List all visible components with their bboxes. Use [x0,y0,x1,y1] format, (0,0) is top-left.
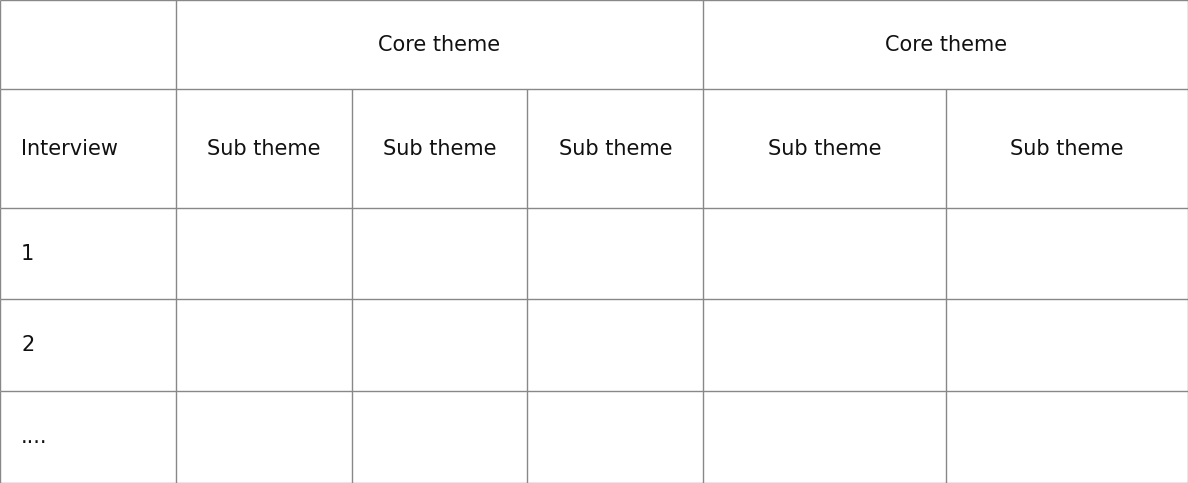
Text: 1: 1 [21,243,34,264]
Text: Sub theme: Sub theme [767,139,881,158]
Text: Core theme: Core theme [885,35,1006,55]
Text: Interview: Interview [21,139,118,158]
Text: 2: 2 [21,335,34,355]
Text: Sub theme: Sub theme [207,139,321,158]
Text: ....: .... [21,427,48,447]
Text: Sub theme: Sub theme [558,139,672,158]
Text: Core theme: Core theme [379,35,500,55]
Text: Sub theme: Sub theme [383,139,497,158]
Text: Sub theme: Sub theme [1010,139,1124,158]
